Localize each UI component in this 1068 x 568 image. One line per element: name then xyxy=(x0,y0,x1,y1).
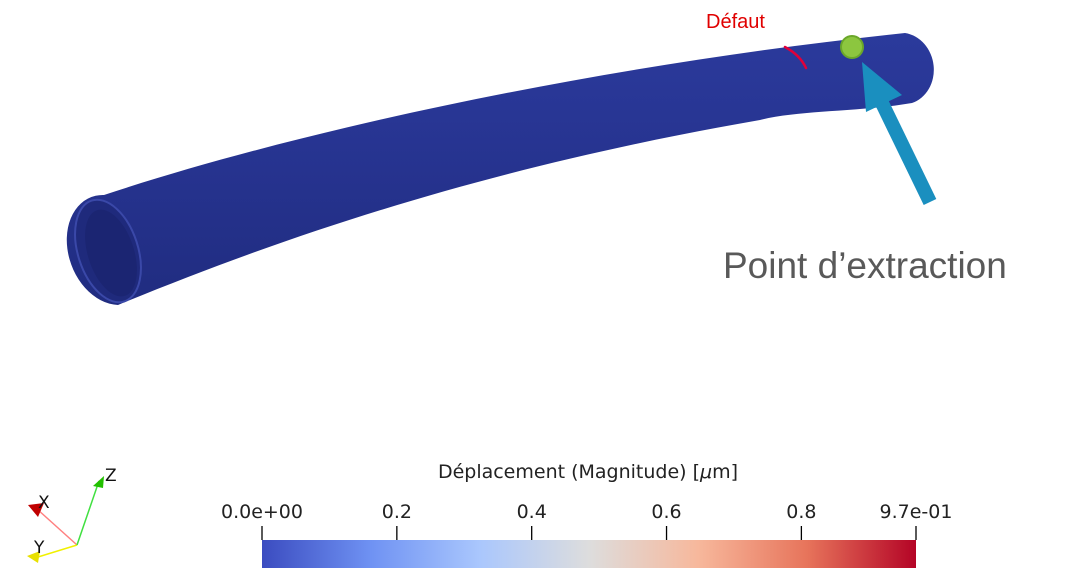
colorbar-title: Déplacement (Magnitude) [μm] xyxy=(438,461,738,483)
z-axis-label: Z xyxy=(105,466,117,486)
extraction-label: Point d’extraction xyxy=(723,245,1007,286)
z-axis-cone xyxy=(93,476,104,488)
x-axis-cone xyxy=(28,503,44,517)
x-axis-label: X xyxy=(38,493,50,513)
y-axis-cone xyxy=(27,551,40,563)
tube-left-inner xyxy=(85,209,137,297)
colorbar-tick-label: 0.0e+00 xyxy=(221,501,303,523)
colorbar-tick-label: 0.2 xyxy=(382,501,412,523)
defect-label: Défaut xyxy=(706,11,765,33)
color-legend: Déplacement (Magnitude) [μm] 0.0e+00 0.2 0… xyxy=(221,461,952,568)
colorbar-tick-label: 0.4 xyxy=(517,501,547,523)
colorbar-gradient xyxy=(262,540,916,568)
orientation-axes: X Y Z xyxy=(27,466,117,563)
defect-mark xyxy=(783,45,808,70)
extraction-point-marker xyxy=(840,35,864,59)
colorbar-tick-label: 0.8 xyxy=(786,501,816,523)
tube-model xyxy=(66,33,934,305)
colorbar-tick-label: 9.7e-01 xyxy=(880,501,953,523)
tube-body xyxy=(66,33,934,305)
extraction-arrow xyxy=(862,62,937,206)
colorbar-tick-label: 0.6 xyxy=(651,501,681,523)
y-axis-label: Y xyxy=(33,538,45,558)
